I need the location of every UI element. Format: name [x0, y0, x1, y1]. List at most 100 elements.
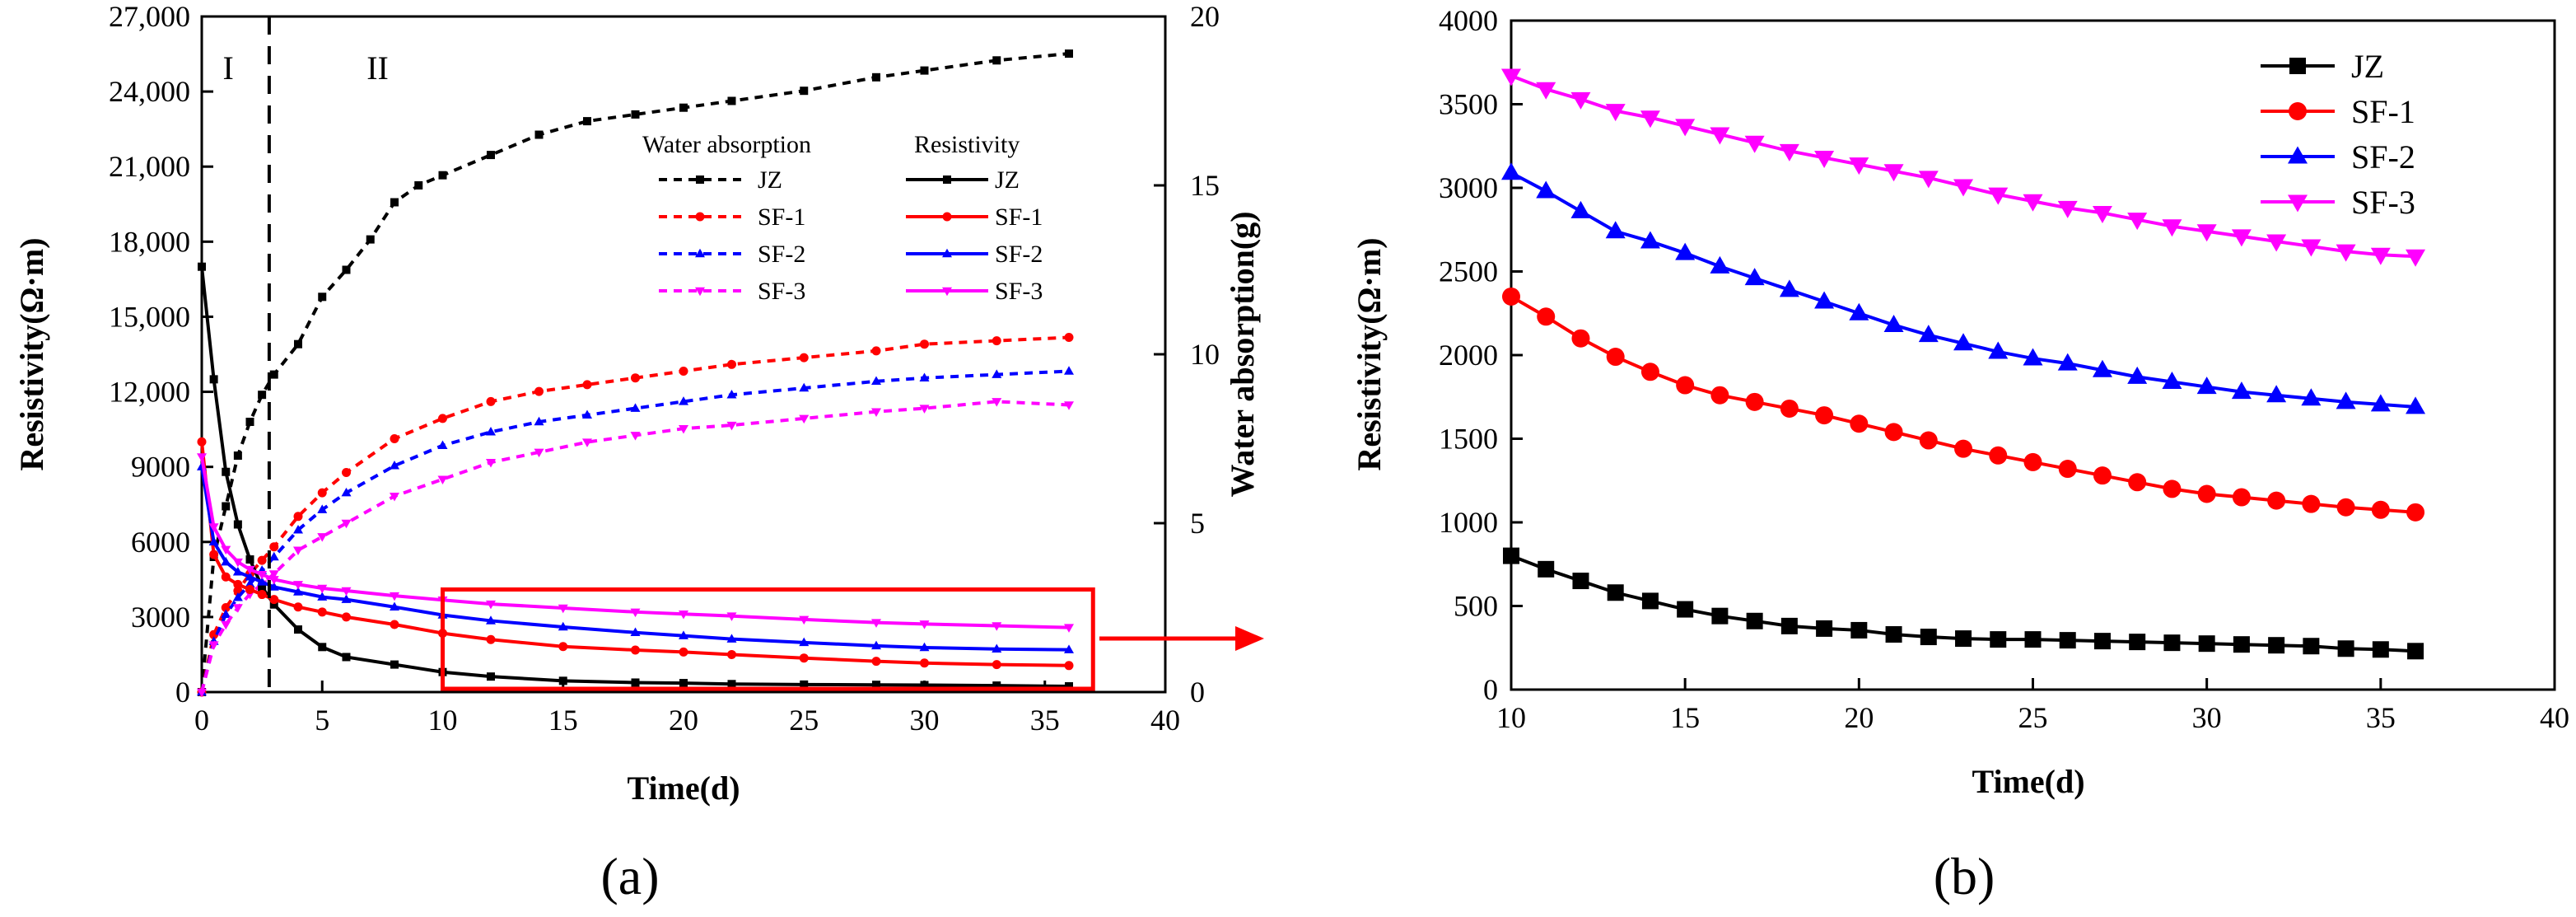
- legend-water-label-jz: JZ: [758, 166, 782, 194]
- water-point-sf-1: [1064, 333, 1074, 342]
- resistivity-point-sf-1: [221, 572, 231, 582]
- water-point-sf-3: [582, 438, 592, 447]
- legend-label-sf-2: SF-2: [2351, 138, 2415, 175]
- x-tick-label-b: 30: [2192, 701, 2222, 734]
- water-point-sf-3: [317, 533, 328, 542]
- point-sf-1: [2023, 452, 2042, 471]
- water-line-sf-1: [200, 335, 1070, 693]
- water-point-sf-2: [582, 409, 592, 419]
- y2-tick-label-a: 20: [1190, 0, 1220, 33]
- point-sf-2: [1779, 279, 1799, 297]
- water-point-sf-3: [726, 421, 737, 431]
- water-point-sf-2: [534, 416, 544, 426]
- water-point-jz: [438, 171, 447, 180]
- water-point-jz: [294, 339, 302, 349]
- y-tick-label-b: 3000: [1439, 171, 1498, 204]
- water-point-sf-2: [221, 609, 231, 618]
- water-point-jz: [992, 56, 1001, 65]
- point-sf-2: [2336, 391, 2356, 409]
- point-sf-3: [1779, 143, 1799, 161]
- y2-tick-label-a: 5: [1190, 507, 1205, 540]
- legend-water-marker-sf-1: [695, 212, 705, 222]
- resistivity-point-sf-1: [992, 660, 1001, 670]
- point-jz: [1885, 626, 1902, 643]
- point-sf-3: [2057, 200, 2078, 218]
- resistivity-point-sf-3: [232, 558, 243, 568]
- legend-resistivity-marker-sf-1: [942, 212, 952, 222]
- resistivity-point-jz: [390, 660, 399, 669]
- point-sf-1: [1919, 431, 1938, 450]
- point-sf-1: [2197, 484, 2216, 503]
- y-axis-label-a: Resistivity(Ω·m): [13, 237, 50, 470]
- region-label-i: I: [223, 49, 234, 87]
- y-tick-label-a: 9000: [131, 451, 190, 484]
- resistivity-line-sf-3: [200, 456, 1070, 629]
- x-tick-label-a: 15: [548, 704, 578, 737]
- resistivity-point-sf-1: [558, 642, 568, 652]
- point-sf-3: [2023, 194, 2043, 212]
- resistivity-point-sf-1: [197, 437, 207, 447]
- point-sf-2: [2301, 388, 2322, 406]
- resistivity-point-sf-3: [390, 592, 399, 601]
- legend-marker-sf-1: [2289, 102, 2307, 120]
- resistivity-point-jz: [269, 600, 278, 609]
- resistivity-point-sf-1: [1064, 661, 1074, 671]
- y-axis-label-b: Resistivity(Ω·m): [1351, 237, 1388, 470]
- resistivity-point-sf-1: [245, 584, 254, 594]
- point-sf-2: [1953, 333, 1974, 351]
- legend-a: Water absorption Resistivity JZ JZ SF-1 SF-…: [642, 131, 1043, 305]
- legend-water-marker-jz: [696, 175, 704, 184]
- point-sf-1: [2371, 500, 2390, 519]
- water-point-sf-1: [679, 367, 688, 376]
- water-point-sf-3: [871, 408, 881, 417]
- resistivity-point-jz: [1065, 682, 1073, 691]
- legend-resistivity-marker-jz: [943, 175, 951, 184]
- x-axis-label-b: Time(d): [1972, 763, 2084, 800]
- resistivity-point-sf-2: [293, 587, 303, 596]
- resistivity-point-sf-2: [558, 621, 568, 631]
- water-point-jz: [920, 66, 929, 75]
- y-tick-label-a: 21,000: [109, 150, 190, 183]
- point-sf-3: [2301, 239, 2322, 257]
- point-sf-3: [2127, 213, 2148, 231]
- point-sf-1: [2163, 480, 2182, 498]
- resistivity-point-sf-3: [245, 565, 255, 575]
- panel-label-a: (a): [600, 847, 659, 905]
- point-sf-3: [1605, 104, 1626, 122]
- resistivity-point-sf-1: [631, 645, 640, 655]
- resistivity-point-sf-3: [726, 612, 737, 621]
- y-tick-label-a: 18,000: [109, 225, 190, 258]
- point-sf-3: [1640, 110, 1660, 129]
- water-point-sf-2: [726, 389, 737, 399]
- point-sf-1: [1537, 307, 1556, 326]
- resistivity-point-sf-1: [486, 634, 496, 644]
- x-tick-label-a: 5: [315, 704, 329, 737]
- water-point-sf-1: [992, 336, 1001, 346]
- y-tick-label-a: 6000: [131, 526, 190, 559]
- point-jz: [2337, 640, 2354, 657]
- legend-water-label-sf-2: SF-2: [758, 241, 805, 268]
- resistivity-point-jz: [258, 582, 267, 592]
- point-sf-2: [1536, 180, 1556, 199]
- resistivity-point-sf-3: [871, 619, 881, 628]
- resistivity-point-sf-1: [871, 657, 881, 667]
- water-point-sf-2: [992, 369, 1002, 378]
- water-point-jz: [631, 110, 640, 119]
- water-point-sf-1: [269, 542, 279, 552]
- y-tick-label-a: 24,000: [109, 75, 190, 108]
- point-sf-2: [2266, 385, 2287, 403]
- resistivity-point-sf-2: [1064, 644, 1074, 653]
- resistivity-point-sf-2: [257, 577, 268, 586]
- point-sf-2: [2092, 359, 2112, 377]
- legend-resistivity-marker-sf-3: [942, 287, 952, 297]
- y2-tick-label-a: 10: [1190, 338, 1220, 371]
- point-sf-2: [1710, 255, 1730, 274]
- point-sf-3: [2092, 205, 2112, 223]
- water-point-sf-1: [920, 339, 929, 349]
- x-axis-b: 10 15 20 25 30 35 40: [1496, 678, 2569, 734]
- resistivity-point-jz: [222, 467, 231, 476]
- resistivity-point-sf-2: [871, 640, 881, 650]
- resistivity-point-jz: [198, 262, 206, 271]
- point-jz: [1607, 584, 1624, 601]
- resistivity-point-sf-2: [341, 594, 352, 603]
